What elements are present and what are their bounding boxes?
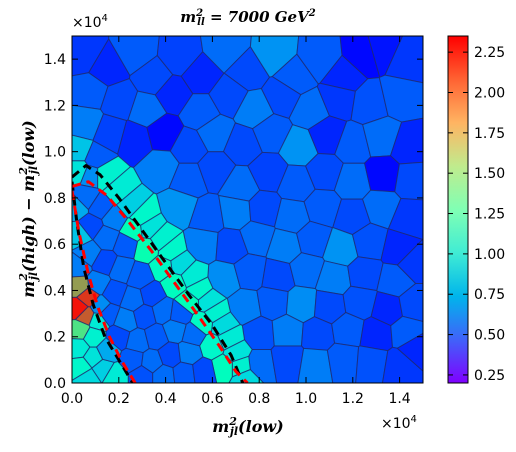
x-tick-label: 0.4 [154, 391, 176, 407]
colorbar-tick-label: 0.75 [474, 287, 505, 303]
voronoi-cell [72, 367, 103, 383]
y-axis-label: m2jl(high) − m2jl(low) [17, 120, 40, 297]
black-dashed-curve [72, 164, 245, 383]
x-tick-label: 1.0 [295, 391, 317, 407]
y-tick-label: 1.2 [44, 98, 66, 114]
y-tick-label: 1.0 [44, 145, 66, 161]
colorbar-tick-label: 1.75 [474, 126, 505, 142]
voronoi-cell [398, 283, 423, 323]
black-dashed-curve [72, 181, 135, 383]
colorbar-tick-label: 2.00 [474, 85, 505, 101]
voronoi-cell [384, 36, 423, 84]
x-tick-label: 1.4 [388, 391, 410, 407]
x-tick-label: 0.8 [248, 391, 270, 407]
voronoi-cell [326, 342, 360, 383]
y-tick-label: 0.8 [44, 191, 66, 207]
colorbar-tick-label: 2.25 [474, 45, 505, 61]
x-axis-ticks: 0.0 0.2 0.4 0.6 0.8 1.0 1.2 1.4 [61, 36, 411, 407]
boundary-curves [72, 164, 249, 383]
colorbar-bar [447, 35, 469, 384]
y-tick-label: 0.2 [44, 330, 66, 346]
colorbar-ticks: 0.25 0.50 0.75 1.00 1.25 1.50 1.75 2.00 2.25 [448, 45, 505, 384]
voronoi-cell [211, 353, 233, 383]
colorbar-tick-label: 0.25 [474, 368, 505, 384]
voronoi-cell [394, 161, 423, 201]
y-tick-label: 0.6 [44, 237, 66, 253]
colorbar-tick-label: 1.00 [474, 247, 505, 263]
y-multiplier: ×104 [72, 13, 108, 31]
x-tick-label: 1.2 [342, 391, 364, 407]
plot-area [72, 36, 423, 383]
colorbar-tick-label: 0.50 [474, 328, 505, 344]
voronoi-cell [192, 356, 218, 383]
colorbar: 0.25 0.50 0.75 1.00 1.25 1.50 1.75 2.00 2.25 [447, 35, 505, 384]
y-tick-label: 0.0 [44, 376, 66, 392]
chart-title: m2 ll = 7000 GeV2 [180, 8, 315, 28]
y-tick-label: 1.4 [44, 52, 66, 68]
colorbar-tick-label: 1.50 [474, 166, 505, 182]
x-tick-label: 0.6 [201, 391, 223, 407]
voronoi-cell [172, 361, 196, 383]
plot-frame [71, 35, 424, 384]
y-axis-ticks: 0.0 0.2 0.4 0.6 0.8 1.0 1.2 1.4 [44, 52, 423, 392]
colorbar-tick-label: 1.25 [474, 207, 505, 223]
red-dashed-curve [72, 180, 249, 383]
voronoi-cell [396, 332, 423, 372]
x-tick-label: 0.0 [61, 391, 83, 407]
x-axis-label: m2 jl(low) [212, 415, 283, 438]
voronoi-cell [364, 155, 400, 193]
voronoi-cell [181, 321, 207, 347]
x-multiplier: ×104 [381, 414, 417, 432]
voronoi-cell [89, 294, 112, 315]
x-tick-label: 0.2 [108, 391, 130, 407]
y-tick-label: 0.4 [44, 283, 66, 299]
voronoi-cells [72, 36, 423, 383]
